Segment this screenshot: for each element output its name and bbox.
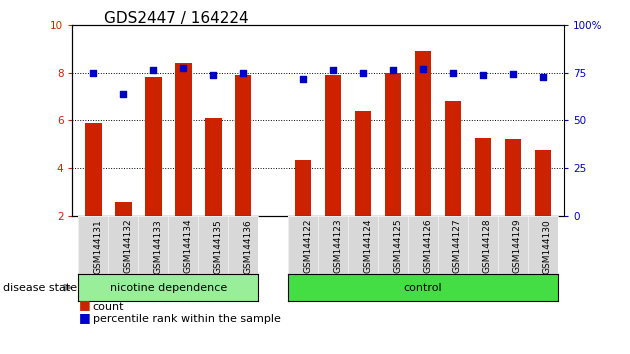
Bar: [85, 123, 101, 216]
Point: [388, 67, 398, 73]
Text: GSM144132: GSM144132: [123, 219, 132, 274]
Bar: [325, 75, 341, 216]
Point: [508, 71, 518, 76]
Bar: [205, 118, 222, 216]
Bar: [115, 202, 132, 216]
Point: [178, 65, 188, 71]
Text: control: control: [404, 282, 442, 293]
Point: [418, 66, 428, 72]
Point: [328, 67, 338, 73]
Text: GSM144126: GSM144126: [423, 219, 432, 274]
Bar: [295, 160, 311, 216]
Point: [358, 70, 368, 75]
Point: [448, 70, 458, 75]
Text: GDS2447 / 164224: GDS2447 / 164224: [104, 11, 249, 25]
Bar: [385, 73, 401, 216]
Point: [238, 70, 248, 75]
Text: ■: ■: [79, 298, 91, 312]
Text: GSM144122: GSM144122: [303, 219, 312, 273]
Point: [209, 72, 219, 78]
Text: GSM144134: GSM144134: [183, 219, 192, 274]
Point: [118, 91, 129, 97]
Text: GSM144133: GSM144133: [153, 219, 163, 274]
Point: [148, 67, 158, 73]
Point: [88, 70, 98, 75]
Text: GSM144135: GSM144135: [214, 219, 222, 274]
Bar: [145, 78, 161, 216]
Text: GSM144123: GSM144123: [333, 219, 342, 274]
Text: percentile rank within the sample: percentile rank within the sample: [93, 314, 280, 324]
Text: ■: ■: [79, 311, 91, 324]
Bar: [355, 111, 371, 216]
Text: count: count: [93, 302, 124, 312]
Bar: [235, 75, 251, 216]
Bar: [415, 51, 432, 216]
Point: [538, 75, 548, 80]
Point: [298, 76, 308, 81]
Point: [478, 72, 488, 78]
Text: GSM144127: GSM144127: [453, 219, 462, 274]
Bar: [505, 139, 521, 216]
Bar: [175, 63, 192, 216]
Text: GSM144124: GSM144124: [363, 219, 372, 273]
Text: GSM144131: GSM144131: [93, 219, 103, 274]
Text: nicotine dependence: nicotine dependence: [110, 282, 227, 293]
Bar: [535, 150, 551, 216]
Text: GSM144128: GSM144128: [483, 219, 492, 274]
Text: disease state: disease state: [3, 282, 77, 293]
Bar: [445, 101, 461, 216]
Text: GSM144136: GSM144136: [243, 219, 252, 274]
Text: GSM144129: GSM144129: [513, 219, 522, 274]
Bar: [475, 138, 491, 216]
Text: GSM144125: GSM144125: [393, 219, 402, 274]
Text: GSM144130: GSM144130: [543, 219, 552, 274]
